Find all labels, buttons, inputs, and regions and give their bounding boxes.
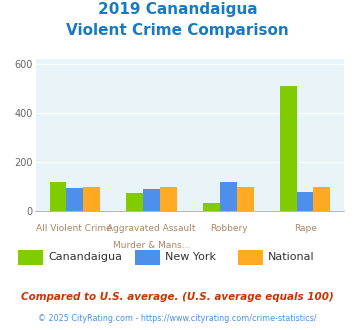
Text: Compared to U.S. average. (U.S. average equals 100): Compared to U.S. average. (U.S. average … [21, 292, 334, 302]
Bar [160, 187, 177, 211]
Text: Canandaigua: Canandaigua [48, 252, 122, 262]
Bar [237, 187, 253, 211]
Bar [66, 188, 83, 211]
Text: Rape: Rape [294, 224, 317, 233]
Bar [203, 203, 220, 211]
Bar [83, 187, 100, 211]
Text: © 2025 CityRating.com - https://www.cityrating.com/crime-statistics/: © 2025 CityRating.com - https://www.city… [38, 314, 317, 323]
Text: All Violent Crime: All Violent Crime [36, 224, 112, 233]
Text: Violent Crime Comparison: Violent Crime Comparison [66, 23, 289, 38]
Text: 2019 Canandaigua: 2019 Canandaigua [98, 2, 257, 16]
Text: New York: New York [165, 252, 216, 262]
Bar [280, 86, 296, 211]
Text: Robbery: Robbery [210, 224, 247, 233]
Text: Murder & Mans...: Murder & Mans... [113, 241, 190, 250]
Text: Aggravated Assault: Aggravated Assault [107, 224, 196, 233]
Bar [296, 192, 313, 211]
Bar [126, 193, 143, 211]
Bar [220, 182, 237, 211]
Bar [143, 189, 160, 211]
Text: National: National [268, 252, 315, 262]
Bar [313, 187, 330, 211]
Bar [50, 182, 66, 211]
